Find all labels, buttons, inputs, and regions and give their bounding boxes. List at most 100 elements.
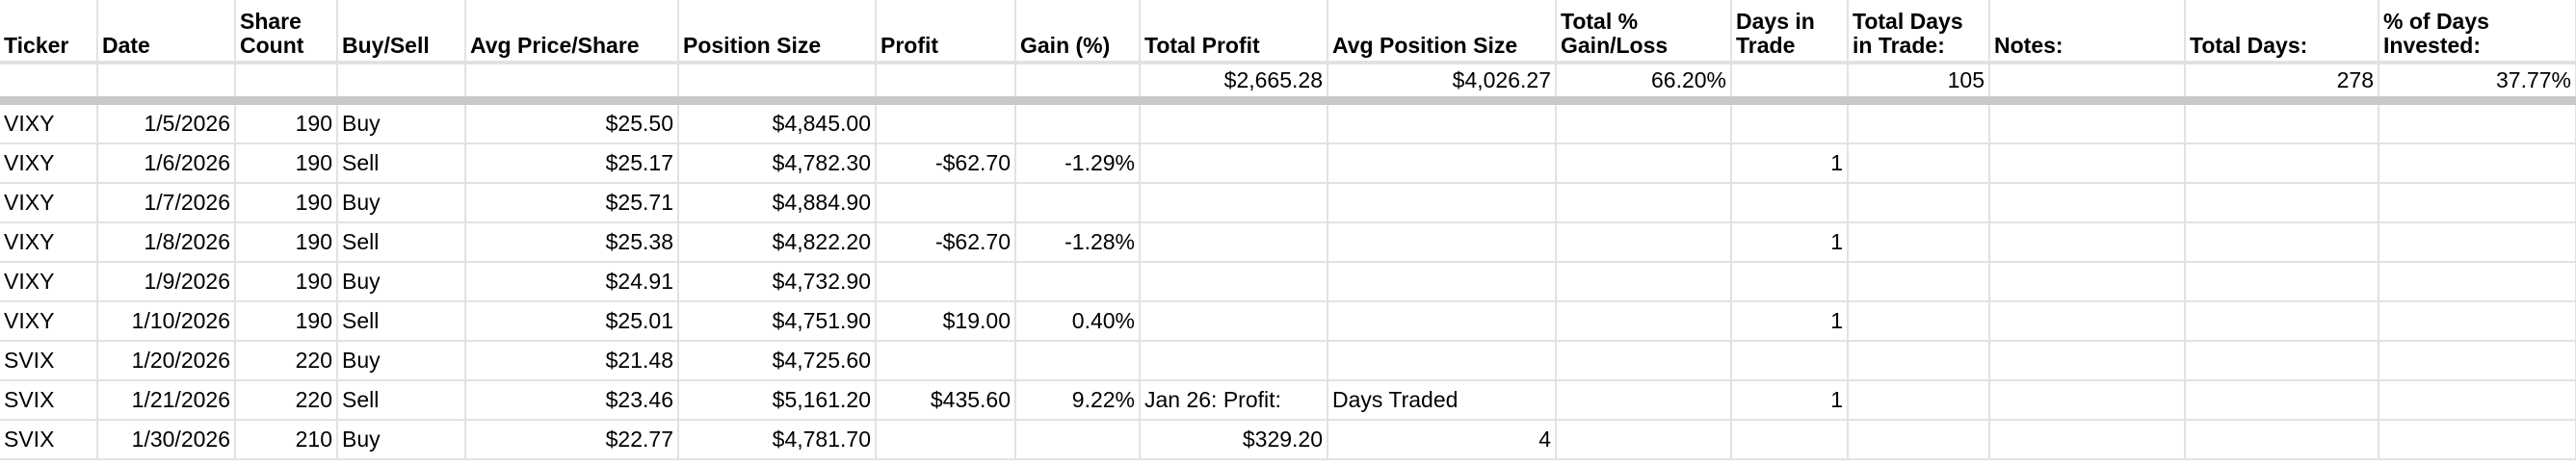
column-header[interactable]: Date — [97, 0, 236, 65]
cell[interactable] — [2379, 341, 2576, 381]
cell[interactable]: -$62.70 — [876, 222, 1016, 263]
column-header[interactable]: Total % Gain/Loss — [1556, 0, 1732, 65]
cell[interactable]: 1/20/2026 — [97, 341, 236, 381]
cell[interactable] — [1989, 262, 2186, 302]
cell[interactable] — [1989, 183, 2186, 223]
cell[interactable] — [2185, 143, 2379, 184]
cell[interactable]: $4,781.70 — [678, 420, 877, 460]
column-header[interactable]: Avg Price/Share — [465, 0, 679, 65]
cell[interactable] — [1556, 380, 1732, 421]
cell[interactable]: Sell — [337, 143, 466, 184]
cell[interactable] — [1327, 301, 1557, 342]
cell[interactable] — [2379, 380, 2576, 421]
cell[interactable]: 66.20% — [1556, 63, 1732, 105]
cell[interactable] — [1140, 222, 1328, 263]
column-header[interactable]: Buy/Sell — [337, 0, 466, 65]
cell[interactable] — [2185, 301, 2379, 342]
cell[interactable] — [1556, 100, 1732, 144]
cell[interactable] — [1140, 183, 1328, 223]
cell[interactable]: $329.20 — [1140, 420, 1328, 460]
cell[interactable]: 9.22% — [1015, 380, 1141, 421]
cell[interactable]: $4,884.90 — [678, 183, 877, 223]
cell[interactable] — [1015, 420, 1141, 460]
cell[interactable] — [1327, 262, 1557, 302]
cell[interactable] — [2379, 100, 2576, 144]
cell[interactable] — [1556, 222, 1732, 263]
cell[interactable] — [1848, 380, 1990, 421]
cell[interactable] — [2185, 222, 2379, 263]
cell[interactable] — [1327, 143, 1557, 184]
cell[interactable]: $4,782.30 — [678, 143, 877, 184]
cell[interactable]: Days Traded — [1327, 380, 1557, 421]
cell[interactable]: $25.50 — [465, 100, 679, 144]
cell[interactable] — [2185, 100, 2379, 144]
column-header[interactable]: % of Days Invested: — [2379, 0, 2576, 65]
cell[interactable]: Buy — [337, 262, 466, 302]
cell[interactable]: SVIX — [0, 341, 98, 381]
cell[interactable]: Buy — [337, 420, 466, 460]
cell[interactable] — [1989, 380, 2186, 421]
cell[interactable]: 190 — [235, 222, 338, 263]
cell[interactable] — [1989, 63, 2186, 105]
column-header[interactable]: Notes: — [1989, 0, 2186, 65]
cell[interactable]: -1.28% — [1015, 222, 1141, 263]
cell[interactable] — [1731, 100, 1849, 144]
cell[interactable] — [1731, 183, 1849, 223]
cell[interactable] — [1556, 183, 1732, 223]
cell[interactable]: $5,161.20 — [678, 380, 877, 421]
cell[interactable] — [2185, 420, 2379, 460]
cell[interactable]: $4,732.90 — [678, 262, 877, 302]
cell[interactable]: $4,822.20 — [678, 222, 877, 263]
cell[interactable]: VIXY — [0, 143, 98, 184]
cell[interactable] — [2379, 301, 2576, 342]
cell[interactable] — [1848, 143, 1990, 184]
cell[interactable]: VIXY — [0, 183, 98, 223]
cell[interactable]: VIXY — [0, 100, 98, 144]
cell[interactable]: 37.77% — [2379, 63, 2576, 105]
cell[interactable]: SVIX — [0, 380, 98, 421]
cell[interactable] — [1556, 143, 1732, 184]
cell[interactable]: $4,725.60 — [678, 341, 877, 381]
cell[interactable]: 1 — [1731, 143, 1849, 184]
cell[interactable] — [1327, 183, 1557, 223]
cell[interactable]: 1/10/2026 — [97, 301, 236, 342]
cell[interactable] — [1989, 420, 2186, 460]
cell[interactable]: $19.00 — [876, 301, 1016, 342]
cell[interactable] — [876, 420, 1016, 460]
cell[interactable]: $4,751.90 — [678, 301, 877, 342]
cell[interactable] — [235, 63, 338, 105]
column-header[interactable]: Share Count — [235, 0, 338, 65]
cell[interactable] — [2379, 183, 2576, 223]
cell[interactable]: 0.40% — [1015, 301, 1141, 342]
cell[interactable]: VIXY — [0, 262, 98, 302]
cell[interactable]: Buy — [337, 100, 466, 144]
cell[interactable]: 1/9/2026 — [97, 262, 236, 302]
cell[interactable]: $25.01 — [465, 301, 679, 342]
cell[interactable]: Jan 26: Profit: — [1140, 380, 1328, 421]
cell[interactable]: 190 — [235, 262, 338, 302]
cell[interactable]: 1/21/2026 — [97, 380, 236, 421]
cell[interactable]: -$62.70 — [876, 143, 1016, 184]
cell[interactable] — [1140, 143, 1328, 184]
cell[interactable] — [2185, 380, 2379, 421]
cell[interactable] — [1556, 420, 1732, 460]
cell[interactable] — [337, 63, 466, 105]
cell[interactable]: $25.17 — [465, 143, 679, 184]
cell[interactable] — [876, 63, 1016, 105]
cell[interactable] — [1327, 341, 1557, 381]
cell[interactable]: 220 — [235, 380, 338, 421]
cell[interactable] — [1989, 341, 2186, 381]
cell[interactable] — [876, 341, 1016, 381]
cell[interactable] — [1989, 100, 2186, 144]
cell[interactable] — [678, 63, 877, 105]
cell[interactable] — [1731, 341, 1849, 381]
cell[interactable] — [1731, 262, 1849, 302]
cell[interactable] — [1848, 100, 1990, 144]
cell[interactable] — [2379, 222, 2576, 263]
cell[interactable] — [1015, 262, 1141, 302]
cell[interactable] — [1015, 63, 1141, 105]
cell[interactable]: $4,845.00 — [678, 100, 877, 144]
cell[interactable]: Buy — [337, 183, 466, 223]
cell[interactable]: 210 — [235, 420, 338, 460]
column-header[interactable]: Profit — [876, 0, 1016, 65]
